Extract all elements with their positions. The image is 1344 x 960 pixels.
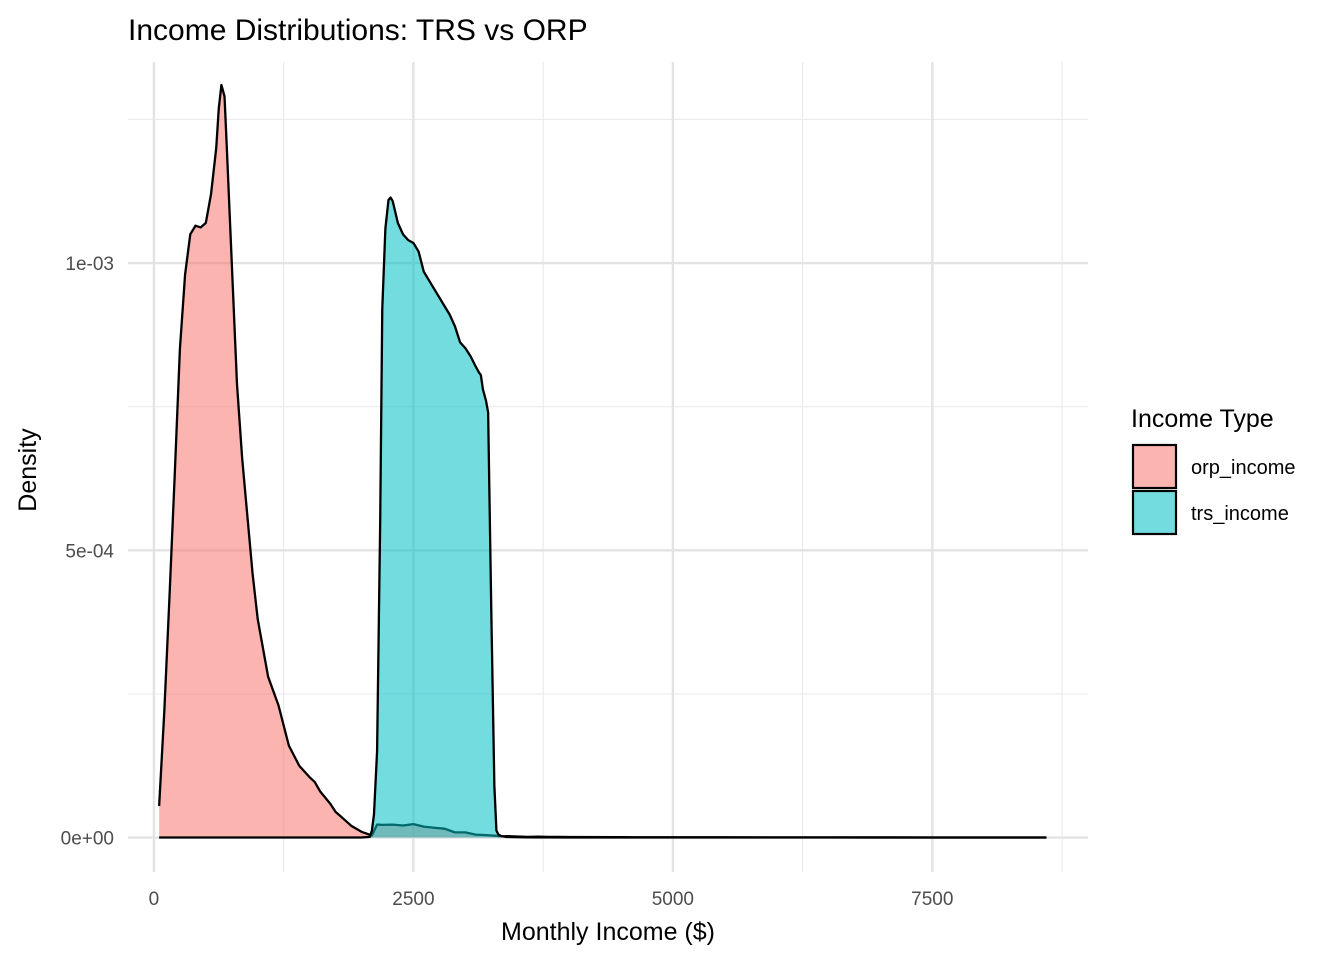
x-axis-title: Monthly Income ($) [501, 918, 715, 946]
density-area-trs-income [159, 197, 1047, 838]
y-axis-tick-labels: 0e+00 5e-04 1e-03 [61, 254, 115, 849]
x-tick-label-3: 7500 [911, 889, 953, 910]
density-curves [157, 83, 1047, 839]
chart-title: Income Distributions: TRS vs ORP [128, 14, 588, 47]
legend: Income Type orp_income trs_income [1131, 405, 1296, 536]
x-axis-tick-labels: 0 2500 5000 7500 [149, 889, 954, 910]
y-tick-label-0: 0e+00 [61, 829, 114, 850]
x-tick-label-2: 5000 [652, 889, 694, 910]
y-axis-title: Density [14, 428, 42, 512]
x-tick-label-0: 0 [149, 889, 160, 910]
y-tick-label-2: 1e-03 [65, 254, 114, 275]
density-line-trs-income [159, 196, 1047, 839]
density-area-orp-income [159, 84, 1047, 838]
legend-items: orp_income trs_income [1131, 443, 1296, 536]
legend-label-orp-income: orp_income [1191, 457, 1296, 479]
legend-swatch-trs-income [1131, 489, 1178, 536]
legend-swatch-orp-income [1131, 443, 1178, 490]
legend-label-trs-income: trs_income [1191, 503, 1289, 525]
density-line-orp-income [157, 83, 1047, 839]
y-tick-label-1: 5e-04 [65, 541, 114, 562]
legend-title: Income Type [1131, 405, 1274, 433]
x-tick-label-1: 2500 [392, 889, 434, 910]
